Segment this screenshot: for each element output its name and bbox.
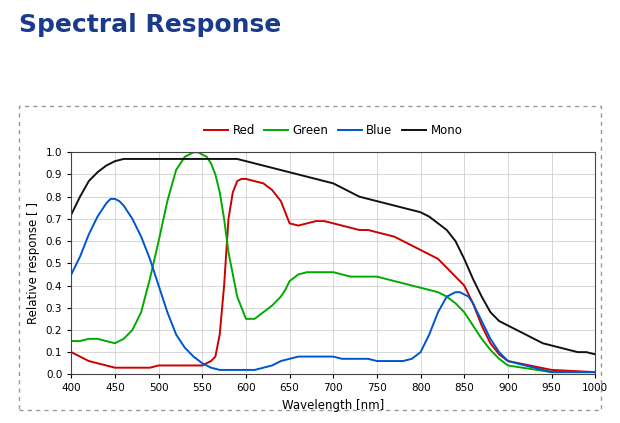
Green	[181, 154, 188, 159]
Blue	[391, 359, 398, 364]
Green	[190, 150, 197, 155]
Red	[68, 349, 75, 354]
Red	[591, 370, 599, 375]
Mono	[260, 163, 267, 168]
Mono	[391, 203, 398, 208]
Blue	[399, 359, 407, 364]
Legend: Red, Green, Blue, Mono: Red, Green, Blue, Mono	[200, 119, 467, 142]
Red	[504, 359, 511, 364]
Text: Spectral Response: Spectral Response	[19, 13, 281, 37]
Green	[399, 281, 407, 286]
Green	[194, 150, 202, 155]
Mono	[120, 157, 127, 162]
Green	[495, 356, 503, 361]
Blue	[107, 196, 114, 201]
Green	[452, 301, 459, 306]
Mono	[68, 212, 75, 217]
Mono	[356, 194, 363, 199]
Blue	[268, 363, 276, 368]
Blue	[591, 370, 599, 375]
Green	[548, 370, 556, 375]
Mono	[591, 352, 599, 357]
Mono	[530, 336, 538, 341]
Green	[591, 370, 599, 375]
Mono	[181, 157, 188, 162]
Mono	[198, 157, 206, 162]
Line: Red: Red	[71, 179, 595, 372]
Red	[190, 363, 197, 368]
Line: Mono: Mono	[71, 159, 595, 354]
Line: Blue: Blue	[71, 199, 595, 372]
Blue	[68, 272, 75, 277]
Y-axis label: Relative response [ ]: Relative response [ ]	[27, 202, 40, 324]
Red	[399, 239, 407, 244]
Blue	[94, 214, 101, 219]
Blue	[85, 232, 92, 237]
Red	[365, 228, 372, 233]
Red	[452, 274, 459, 279]
Line: Green: Green	[71, 152, 595, 372]
Blue	[548, 370, 556, 375]
X-axis label: Wavelength [nm]: Wavelength [nm]	[282, 399, 384, 412]
Blue	[190, 354, 197, 359]
Bar	[19, 106, 601, 410]
Green	[365, 274, 372, 279]
Red	[181, 363, 188, 368]
Green	[68, 338, 75, 343]
Red	[238, 176, 246, 181]
